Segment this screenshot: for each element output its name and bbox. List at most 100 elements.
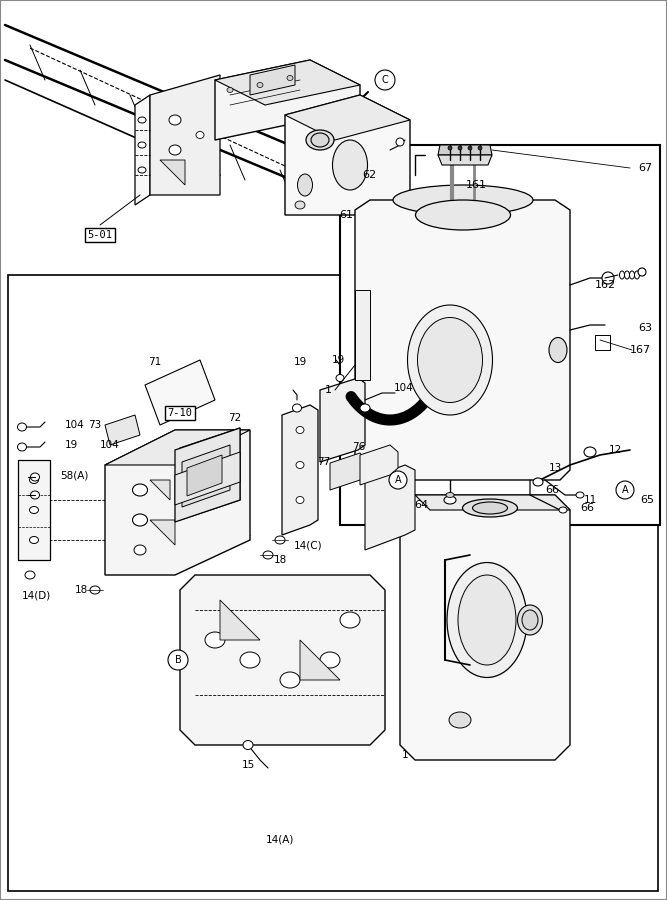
Text: 12: 12	[608, 445, 622, 455]
Ellipse shape	[227, 87, 233, 93]
Ellipse shape	[134, 545, 146, 555]
Text: 14(A): 14(A)	[266, 835, 294, 845]
Ellipse shape	[447, 562, 527, 678]
Ellipse shape	[584, 447, 596, 457]
Polygon shape	[150, 480, 170, 500]
Polygon shape	[175, 428, 240, 522]
Ellipse shape	[29, 507, 39, 514]
Ellipse shape	[559, 507, 567, 513]
Ellipse shape	[196, 131, 204, 139]
Ellipse shape	[458, 146, 462, 150]
Polygon shape	[18, 460, 50, 560]
Polygon shape	[438, 155, 492, 165]
Text: 104: 104	[100, 440, 120, 450]
Text: 18: 18	[75, 585, 88, 595]
Text: 104: 104	[394, 383, 414, 393]
Circle shape	[616, 481, 634, 499]
Text: 1: 1	[402, 750, 408, 760]
Text: 13: 13	[548, 463, 562, 473]
Ellipse shape	[293, 404, 301, 412]
Text: 162: 162	[595, 280, 616, 290]
Polygon shape	[182, 445, 230, 507]
Text: 65: 65	[640, 495, 654, 505]
Text: 161: 161	[466, 180, 486, 190]
Polygon shape	[365, 465, 415, 550]
Text: 19: 19	[293, 357, 307, 367]
Ellipse shape	[416, 200, 510, 230]
Text: A: A	[622, 485, 628, 495]
Text: 5-01: 5-01	[87, 230, 113, 240]
Ellipse shape	[29, 476, 39, 483]
Polygon shape	[438, 145, 492, 155]
Ellipse shape	[446, 492, 454, 498]
Ellipse shape	[297, 174, 313, 196]
Polygon shape	[360, 445, 398, 485]
Ellipse shape	[169, 145, 181, 155]
Ellipse shape	[280, 672, 300, 688]
Ellipse shape	[295, 201, 305, 209]
Ellipse shape	[472, 502, 508, 514]
Text: A: A	[395, 475, 402, 485]
Ellipse shape	[205, 632, 225, 648]
Text: 11: 11	[584, 495, 596, 505]
Text: 14(D): 14(D)	[22, 590, 51, 600]
Circle shape	[389, 471, 407, 489]
Ellipse shape	[17, 423, 27, 431]
Ellipse shape	[263, 551, 273, 559]
Text: 73: 73	[88, 420, 101, 430]
Ellipse shape	[29, 536, 39, 544]
Polygon shape	[105, 430, 250, 465]
Ellipse shape	[133, 514, 147, 526]
Polygon shape	[400, 495, 570, 760]
Text: 71: 71	[148, 357, 161, 367]
Ellipse shape	[320, 652, 340, 668]
Text: 7-10: 7-10	[167, 408, 193, 418]
Polygon shape	[150, 520, 175, 545]
Text: 77: 77	[317, 457, 330, 467]
Polygon shape	[215, 60, 360, 105]
Text: 18: 18	[273, 555, 287, 565]
Text: 66: 66	[545, 485, 559, 495]
Polygon shape	[150, 75, 220, 195]
Circle shape	[375, 70, 395, 90]
Polygon shape	[285, 95, 410, 140]
Ellipse shape	[576, 492, 584, 498]
Ellipse shape	[478, 146, 482, 150]
Polygon shape	[105, 415, 140, 445]
Text: 19: 19	[65, 440, 78, 450]
Ellipse shape	[396, 138, 404, 146]
Polygon shape	[285, 95, 410, 215]
Text: 58(A): 58(A)	[60, 470, 88, 480]
Ellipse shape	[243, 741, 253, 750]
Polygon shape	[220, 600, 260, 640]
Ellipse shape	[418, 318, 482, 402]
Bar	[340, 145, 660, 525]
Polygon shape	[105, 430, 250, 575]
Polygon shape	[187, 455, 222, 496]
Ellipse shape	[393, 185, 533, 215]
Polygon shape	[215, 60, 360, 145]
Ellipse shape	[275, 536, 285, 544]
Polygon shape	[330, 453, 365, 490]
Text: 63: 63	[638, 323, 652, 333]
Polygon shape	[180, 428, 240, 520]
Ellipse shape	[17, 443, 27, 451]
Polygon shape	[355, 200, 570, 480]
Bar	[8, 275, 658, 891]
Text: 61: 61	[339, 210, 353, 220]
Ellipse shape	[336, 374, 344, 382]
Ellipse shape	[311, 133, 329, 147]
Ellipse shape	[423, 202, 503, 228]
Ellipse shape	[257, 83, 263, 87]
Polygon shape	[180, 575, 385, 745]
Ellipse shape	[296, 462, 304, 469]
Polygon shape	[160, 160, 185, 185]
Ellipse shape	[408, 305, 492, 415]
Ellipse shape	[90, 586, 100, 594]
Ellipse shape	[340, 612, 360, 628]
Polygon shape	[145, 360, 215, 425]
Text: 167: 167	[630, 345, 651, 355]
Ellipse shape	[296, 427, 304, 434]
Text: 14(C): 14(C)	[293, 540, 322, 550]
Ellipse shape	[138, 117, 146, 123]
